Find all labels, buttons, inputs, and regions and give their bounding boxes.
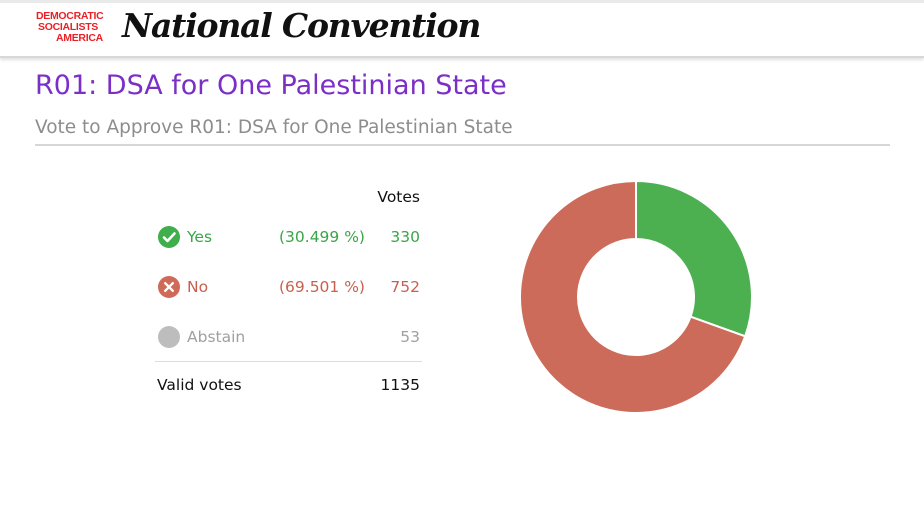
title-divider — [35, 144, 890, 146]
result-label: Abstain — [187, 328, 246, 346]
result-row-abstain: Abstain 53 — [155, 326, 422, 350]
valid-votes-label: Valid votes — [157, 376, 242, 394]
result-percent: (69.501 %) — [279, 278, 365, 296]
check-circle-icon — [158, 226, 180, 248]
dsa-logo[interactable]: Democratic Socialists America — [36, 11, 116, 47]
valid-votes-count: 1135 — [380, 376, 420, 394]
x-circle-icon — [158, 276, 180, 298]
result-label: Yes — [187, 228, 213, 246]
circle-icon — [158, 326, 180, 348]
result-count: 330 — [390, 228, 420, 246]
convention-title: National Convention — [122, 6, 481, 45]
top-header: Democratic Socialists America National C… — [0, 0, 924, 58]
page-subtitle: Vote to Approve R01: DSA for One Palesti… — [35, 117, 513, 138]
result-label: No — [187, 278, 209, 296]
result-count: 53 — [400, 328, 420, 346]
logo-line: Socialists — [38, 21, 99, 33]
header-top-border — [0, 0, 924, 3]
logo-line: America — [56, 32, 103, 44]
results-separator — [155, 361, 422, 362]
donut-slice-no — [519, 179, 747, 414]
result-row-no: No (69.501 %) 752 — [155, 276, 422, 300]
results-donut-chart — [519, 179, 753, 414]
votes-column-header: Votes — [377, 188, 420, 206]
page-title: R01: DSA for One Palestinian State — [35, 70, 507, 101]
logo-line: Democratic — [36, 10, 104, 22]
donut-slice-yes — [635, 179, 753, 338]
result-count: 752 — [390, 278, 420, 296]
result-percent: (30.499 %) — [279, 228, 365, 246]
result-row-yes: Yes (30.499 %) 330 — [155, 226, 422, 250]
